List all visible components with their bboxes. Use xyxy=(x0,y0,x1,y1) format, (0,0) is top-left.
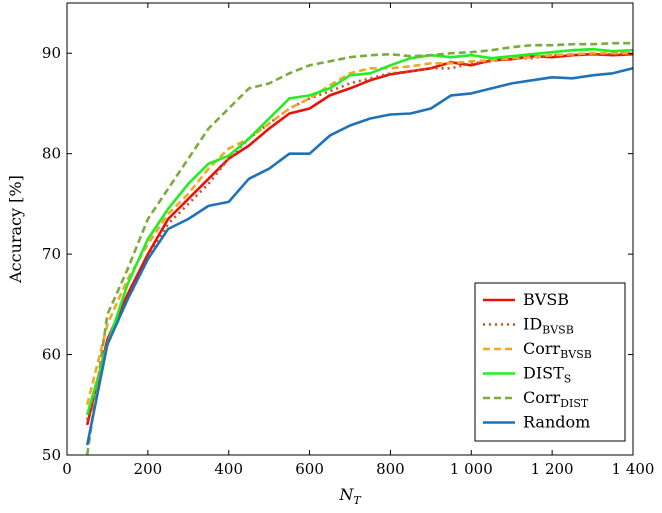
series-line-corr-dist xyxy=(85,41,633,456)
legend-box xyxy=(474,282,626,442)
y-tick-label-1: 60 xyxy=(42,346,61,364)
ticks-layer: 0 200 400 600 800 1 000 1 200 1 400 50 60 70 80 90 xyxy=(42,3,655,478)
series-line-dist-s xyxy=(85,47,634,416)
x-axis-title: NT xyxy=(338,485,362,507)
legend-label-id-bvsb: IDBVSB xyxy=(523,315,574,337)
legend-label-corr-dist: CorrDIST xyxy=(523,388,589,410)
x-tick-label-6: 1 200 xyxy=(531,460,574,478)
legend-label-dist-s: DISTS xyxy=(523,364,571,386)
y-axis-title: Accuracy [%] xyxy=(6,175,25,284)
series-layer xyxy=(85,41,634,456)
series-line-id-bvsb xyxy=(85,51,634,421)
y-tick-label-3: 80 xyxy=(42,145,61,163)
x-tick-label-2: 400 xyxy=(214,460,243,478)
x-tick-label-7: 1 400 xyxy=(612,460,655,478)
x-tick-label-3: 600 xyxy=(295,460,324,478)
legend-label-corr-bvsb: CorrBVSB xyxy=(523,339,592,361)
x-tick-label-1: 200 xyxy=(134,460,163,478)
y-tick-label-2: 70 xyxy=(42,245,61,263)
x-tick-label-4: 800 xyxy=(376,460,405,478)
x-tick-label-5: 1 000 xyxy=(450,460,493,478)
x-tick-label-0: 0 xyxy=(62,460,72,478)
series-line-corr-bvsb xyxy=(85,51,633,406)
y-tick-label-0: 50 xyxy=(42,446,61,464)
series-line-random xyxy=(85,67,634,446)
legend-label-random: Random xyxy=(523,413,590,432)
legend-label-bvsb: BVSB xyxy=(523,290,569,309)
y-tick-label-4: 90 xyxy=(42,44,61,62)
series-line-bvsb xyxy=(85,52,634,426)
plot-frame xyxy=(66,2,634,456)
